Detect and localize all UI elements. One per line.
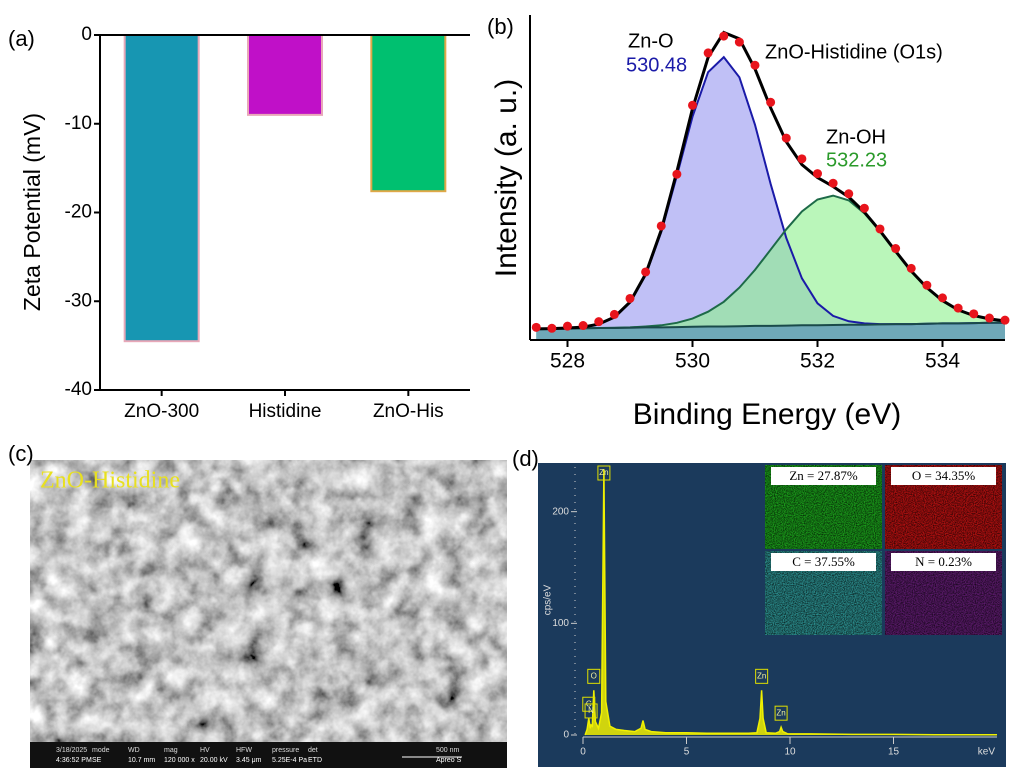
x-axis-label: Binding Energy (eV) xyxy=(633,398,901,431)
info-value: Apreo S xyxy=(436,757,462,764)
data-point xyxy=(751,61,760,70)
bar xyxy=(371,35,445,191)
image-title: ZnO-Histidine xyxy=(40,468,180,494)
data-point xyxy=(719,32,728,41)
data-point xyxy=(594,317,603,326)
x-tick-label: ZnO-His xyxy=(373,401,444,422)
x-tick-label: 0 xyxy=(580,747,586,758)
data-point xyxy=(829,179,838,188)
data-point xyxy=(610,310,619,319)
data-point xyxy=(782,134,791,143)
data-point xyxy=(626,294,635,303)
data-point xyxy=(766,98,775,107)
info-label: pressure xyxy=(272,747,299,754)
data-point xyxy=(985,314,994,323)
data-point xyxy=(735,38,744,47)
peak-name: Zn-O xyxy=(628,30,674,52)
info-label: WD xyxy=(128,747,140,754)
data-point xyxy=(547,324,556,333)
info-value: 10.7 mm xyxy=(128,757,155,764)
data-point xyxy=(860,204,869,213)
map-label: O = 34.35% xyxy=(912,468,975,483)
y-tick-label: -40 xyxy=(65,379,92,400)
data-point xyxy=(797,154,806,163)
data-point xyxy=(704,48,713,57)
data-point xyxy=(954,304,963,313)
x-tick-label: 15 xyxy=(888,747,900,758)
panel-label: (b) xyxy=(487,14,514,39)
data-point xyxy=(1001,316,1010,325)
info-label: mode xyxy=(92,747,110,754)
data-point xyxy=(813,169,822,178)
info-value: ETD xyxy=(308,757,322,764)
y-tick-label: -20 xyxy=(65,202,92,223)
x-axis-label: keV xyxy=(978,747,996,758)
x-tick-label: Histidine xyxy=(249,401,322,422)
map-label: N = 0.23% xyxy=(915,554,972,569)
info-label: mag xyxy=(164,747,178,754)
x-tick-label: 5 xyxy=(684,747,690,758)
info-value: 5.25E-4 Pa xyxy=(272,757,307,764)
data-point xyxy=(938,293,947,302)
annotation: ZnO-Histidine (O1s) xyxy=(765,41,943,63)
data-point xyxy=(844,189,853,198)
data-point xyxy=(969,309,978,318)
data-point xyxy=(672,170,681,179)
info-value: 4:36:52 PM xyxy=(56,757,92,764)
peak-label: Zn xyxy=(776,708,785,717)
panel-label: (d) xyxy=(512,446,539,471)
peak-center: 530.48 xyxy=(626,54,687,76)
y-tick-label: 0 xyxy=(81,24,92,45)
peak-label: N xyxy=(588,706,594,715)
data-point xyxy=(657,221,666,230)
data-point xyxy=(688,101,697,110)
x-tick-label: 532 xyxy=(800,350,835,373)
y-tick-label: 100 xyxy=(552,618,569,629)
data-point xyxy=(891,244,900,253)
info-value: 20.00 kV xyxy=(200,757,228,764)
peak-label: Zn xyxy=(599,468,608,477)
peak-label: Zn xyxy=(757,671,766,680)
y-axis-label: Intensity (a. u.) xyxy=(490,79,523,277)
sem-texture xyxy=(30,460,507,743)
info-label: 3/18/2025 xyxy=(56,747,87,754)
bar xyxy=(125,35,199,341)
peak-label: O xyxy=(591,671,597,680)
y-tick-label: 200 xyxy=(552,506,569,517)
data-point xyxy=(907,264,916,273)
x-tick-label: 10 xyxy=(784,747,796,758)
y-tick-label: -10 xyxy=(65,113,92,134)
map-label: C = 37.55% xyxy=(792,554,855,569)
peak-center: 532.23 xyxy=(826,149,887,171)
info-label: det xyxy=(308,747,318,754)
data-point xyxy=(876,224,885,233)
data-point xyxy=(563,322,572,331)
y-tick-label: 0 xyxy=(563,730,569,741)
data-point xyxy=(922,281,931,290)
x-tick-label: ZnO-300 xyxy=(124,401,199,422)
bar xyxy=(248,35,322,115)
panel-label: (a) xyxy=(8,26,35,51)
info-value: 3.45 μm xyxy=(236,757,262,764)
peak-name: Zn-OH xyxy=(826,126,886,148)
data-point xyxy=(641,267,650,276)
panel-label: (c) xyxy=(8,441,34,466)
map-label: Zn = 27.87% xyxy=(789,468,858,483)
y-axis-label: Zeta Potential (mV) xyxy=(19,113,45,311)
info-value: SE xyxy=(92,757,102,764)
info-label: HV xyxy=(200,747,210,754)
info-label: HFW xyxy=(236,747,252,754)
y-tick-label: -30 xyxy=(65,290,92,311)
x-tick-label: 534 xyxy=(925,350,960,373)
y-axis-label: cps/eV xyxy=(543,584,554,615)
data-point xyxy=(579,321,588,330)
figure: (a) -40 -30 -20 -10 0 Zeta Potential (mV) ZnO-3… xyxy=(0,0,1011,769)
x-tick-label: 528 xyxy=(550,350,585,373)
x-tick-label: 530 xyxy=(675,350,710,373)
info-label: 500 nm xyxy=(436,747,460,754)
info-value: 120 000 x xyxy=(164,757,195,764)
data-point xyxy=(532,323,541,332)
